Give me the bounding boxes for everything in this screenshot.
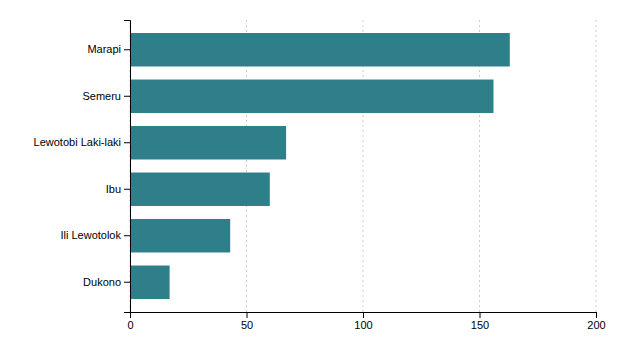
y-tick: Ibu: [106, 183, 130, 195]
y-tick: Lewotobi Laki-laki: [34, 136, 130, 148]
chart-svg: 0 50 100 150 200 Dukono Ili Lewotolok Ibu Lewoto…: [0, 0, 620, 348]
y-tick-mark: [124, 189, 130, 190]
y-tick-mark: [124, 96, 130, 97]
y-tick-label: Lewotobi Laki-laki: [34, 136, 121, 148]
y-tick-mark: [124, 49, 130, 50]
y-tick-label: Ili Lewotolok: [60, 229, 121, 241]
x-tick: 200: [587, 312, 605, 331]
y-tick: Dukono: [83, 276, 130, 288]
x-axis-line: [131, 313, 597, 319]
x-tick-label: 200: [587, 319, 605, 331]
y-tick-label: Dukono: [83, 276, 121, 288]
x-tick-mark: [363, 312, 364, 318]
bar: [130, 33, 510, 66]
y-tick-label: Semeru: [82, 90, 121, 102]
x-tick: 50: [241, 312, 253, 331]
x-tick-label: 150: [471, 319, 489, 331]
x-tick-label: 0: [127, 319, 133, 331]
y-tick-label: Marapi: [87, 43, 121, 55]
x-tick: 0: [127, 312, 133, 331]
y-tick-mark: [124, 235, 130, 236]
x-tick: 100: [354, 312, 372, 331]
x-tick-label: 100: [354, 319, 372, 331]
chart-container: 0 50 100 150 200 Dukono Ili Lewotolok Ibu Lewoto…: [0, 0, 620, 348]
x-tick: 150: [471, 312, 489, 331]
bar: [130, 80, 493, 113]
grid: [130, 20, 596, 312]
y-axis: Dukono Ili Lewotolok Ibu Lewotobi Laki-laki…: [34, 21, 131, 313]
y-tick: Semeru: [82, 90, 130, 102]
bars: [130, 33, 510, 299]
x-tick-mark: [480, 312, 481, 318]
y-tick: Marapi: [87, 43, 130, 55]
x-axis: 0 50 100 150 200: [127, 312, 605, 331]
plot-area: 0 50 100 150 200 Dukono Ili Lewotolok Ibu Lewoto…: [34, 20, 606, 331]
bar: [130, 173, 270, 206]
x-tick-mark: [596, 312, 597, 318]
bar: [130, 219, 230, 252]
y-tick-mark: [124, 142, 130, 143]
grid-line: [596, 20, 597, 312]
y-tick-mark: [124, 282, 130, 283]
bar: [130, 266, 170, 299]
bar: [130, 126, 286, 159]
x-tick-label: 50: [241, 319, 253, 331]
y-tick: Ili Lewotolok: [60, 229, 130, 241]
y-axis-line: [124, 21, 131, 313]
y-tick-label: Ibu: [106, 183, 121, 195]
x-tick-mark: [247, 312, 248, 318]
